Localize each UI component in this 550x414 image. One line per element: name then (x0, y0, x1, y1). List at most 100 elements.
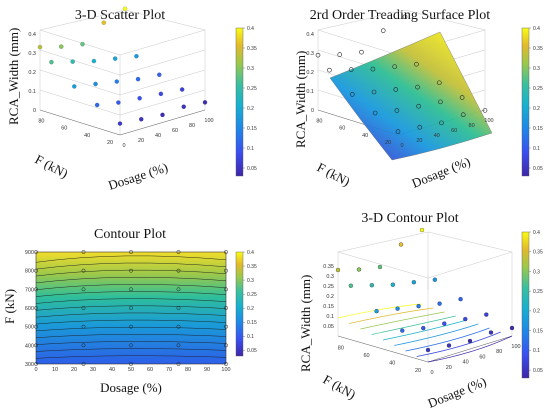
x-tick-label: 60 (479, 354, 485, 360)
scatter-point (395, 306, 400, 311)
scatter-point (488, 330, 494, 335)
data-points (335, 227, 515, 353)
x-tick-label: 100 (221, 367, 230, 373)
scatter-point (93, 81, 98, 87)
scatter-point (442, 321, 447, 326)
contour-line (35, 298, 227, 304)
x-tick-label: 100 (484, 118, 493, 124)
contour-point (34, 362, 38, 366)
surface-point (439, 120, 444, 126)
axis-ticks: 0 10 20 30 40 50 60 70 80 90 100 300 400 500 600 700 800… (25, 250, 231, 373)
colorbar-tick-label: 0.05 (247, 348, 257, 354)
scatter-point (416, 303, 421, 309)
z-axis-label: RCA_Width (mm) (298, 275, 313, 372)
contour-point (81, 362, 86, 366)
contour-point (34, 343, 38, 348)
surface-point (402, 14, 408, 20)
colorbar-gradient (235, 251, 244, 357)
colorbar-tick-label: 0.3 (247, 278, 254, 284)
z-tick-label: 0.1 (306, 89, 314, 95)
scatter-point (122, 6, 128, 11)
chart-title: 3-D Contour Plot (361, 211, 458, 226)
panel-3d-scatter: 3-D Scatter Plot 0204060801002040608000.… (6, 6, 257, 193)
y-tick-label: 60 (339, 126, 345, 132)
contour-line (35, 319, 227, 325)
colorbar-tick-label: 0.1 (247, 334, 254, 340)
scatter-point (135, 76, 141, 82)
x-tick-label: 60 (172, 128, 178, 134)
panel-3d-contour: 3-D Contour Plot 0 20 40 60 80 100 20 40 60 80 0.0… (298, 211, 543, 411)
contour-line (35, 284, 227, 290)
x-tick-label: 80 (496, 349, 502, 355)
z-axis-label: RCA_Width (mm) (293, 51, 308, 148)
x-tick-label: 20 (416, 138, 422, 144)
scatter-point (377, 264, 383, 270)
scatter-point (117, 121, 123, 126)
contour-line (349, 307, 434, 324)
colorbar-tick-label: 0.25 (247, 292, 257, 298)
colorbar-tick-label: 0.15 (533, 328, 543, 334)
surface-point (372, 110, 378, 116)
y-tick-label: 20 (107, 140, 113, 146)
y-tick-label: 80 (338, 346, 344, 352)
scatter-point (179, 87, 185, 92)
z-tick-label: 0.3 (306, 51, 314, 57)
contour-lines (35, 255, 227, 359)
x-axis-label: Dosage (%) (410, 154, 473, 191)
colorbar-tick-label: 0.2 (247, 106, 254, 112)
z-tick-label: 0.25 (323, 284, 334, 290)
surface-point (348, 67, 354, 72)
axes-box (337, 231, 513, 363)
x-tick-label: 0 (430, 370, 433, 376)
scatter-point (134, 54, 139, 59)
contour-line (382, 319, 468, 341)
z-tick-label: 0.4 (306, 32, 314, 38)
scatter-point (463, 316, 468, 322)
colorbar-tick-label: 0.15 (247, 126, 257, 132)
scatter-point (94, 102, 100, 108)
x-tick-label: 0 (34, 367, 37, 373)
contour-line (337, 303, 423, 319)
contour-point (129, 250, 133, 254)
surface-point (370, 66, 376, 72)
scatter-point (202, 100, 208, 105)
axes-box (39, 9, 206, 136)
contour-line (405, 327, 490, 352)
contour-point (224, 250, 228, 254)
contour-line (35, 341, 227, 345)
scatter-point (425, 347, 431, 353)
contour-point (224, 343, 228, 348)
z-tick-label: 0.2 (28, 70, 36, 76)
colorbar-gradient (235, 27, 244, 177)
contour-lines (337, 303, 513, 363)
y-tick-label: 40 (389, 361, 395, 367)
x-tick-label: 20 (138, 138, 144, 144)
surface-point (460, 112, 466, 118)
x-axis-label: Dosage (%) (106, 160, 169, 193)
scatter-point (458, 296, 463, 302)
scatter-point (398, 242, 404, 247)
y-tick-label: 400 (25, 343, 34, 349)
scatter-point (335, 267, 341, 273)
x-tick-label: 90 (204, 367, 210, 373)
colorbar-tick-label: 0.25 (533, 289, 543, 295)
scatter-point (400, 328, 405, 333)
contour-line (35, 305, 227, 311)
contour-point (129, 324, 133, 329)
data-points (315, 14, 488, 134)
colorbar-tick-label: 0.05 (533, 166, 543, 172)
colorbar-tick-label: 0.25 (533, 86, 543, 92)
surface-point (414, 61, 419, 67)
surface-point (327, 67, 332, 73)
scatter-point (137, 96, 142, 101)
contour-point (129, 306, 133, 310)
colorbar-tick-label: 0.2 (533, 309, 540, 315)
colorbar-tick-label: 0.35 (247, 46, 257, 52)
surface-point (436, 80, 442, 86)
contour-point (81, 287, 86, 292)
contour-line (371, 315, 456, 335)
colorbar: 0.05 0.1 0.15 0.2 0.25 0.3 0.35 0.4 (235, 26, 257, 177)
x-tick-label: 0 (400, 143, 403, 149)
colorbar-tick-label: 0.3 (533, 66, 540, 72)
